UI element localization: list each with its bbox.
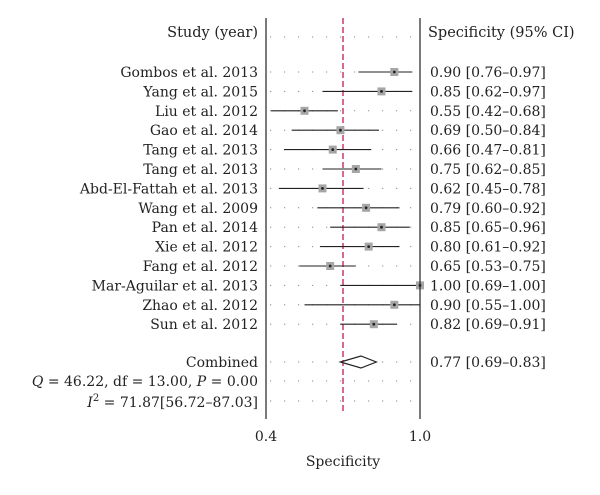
heterogeneity-q: Q = 46.22, df = 13.00, P = 0.00 bbox=[32, 374, 258, 390]
study-row: Fang et al. 2012 0.65 [0.53–0.75] bbox=[143, 259, 546, 275]
combined-estimate: 0.77 [0.69–0.83] bbox=[430, 355, 546, 371]
study-row: Sun et al. 2012 0.82 [0.69–0.91] bbox=[150, 317, 546, 333]
study-row: Gao et al. 2014 0.69 [0.50–0.84] bbox=[150, 123, 546, 139]
study-row: Tang et al. 2013 0.75 [0.62–0.85] bbox=[143, 162, 546, 178]
tick-label: 0.4 bbox=[255, 429, 277, 445]
heterogeneity-i2: I2 = 71.87[56.72–87.03] bbox=[86, 393, 258, 411]
estimate-dot bbox=[321, 187, 324, 190]
study-name: Yang et al. 2015 bbox=[142, 84, 258, 100]
estimate-dot bbox=[392, 70, 396, 74]
study-name: Fang et al. 2012 bbox=[143, 259, 258, 275]
study-estimate: 0.69 [0.50–0.84] bbox=[430, 123, 546, 139]
study-estimate: 0.82 [0.69–0.91] bbox=[430, 317, 546, 333]
tick-label: 1.0 bbox=[409, 429, 431, 445]
estimate-dot bbox=[367, 245, 371, 249]
study-row: Tang et al. 2013 0.66 [0.47–0.81] bbox=[143, 143, 546, 159]
study-name: Tang et al. 2013 bbox=[143, 162, 258, 178]
combined-label: Combined bbox=[186, 355, 258, 371]
study-name: Tang et al. 2013 bbox=[143, 143, 258, 159]
study-estimate: 0.90 [0.76–0.97] bbox=[430, 65, 546, 81]
study-rows: Gombos et al. 2013 0.90 [0.76–0.97] Yang e… bbox=[79, 65, 546, 333]
estimate-dot bbox=[392, 303, 396, 307]
study-estimate: 0.75 [0.62–0.85] bbox=[430, 162, 546, 178]
study-name: Zhao et al. 2012 bbox=[142, 298, 258, 314]
study-name: Gao et al. 2014 bbox=[150, 123, 258, 139]
study-estimate: 0.90 [0.55–1.00] bbox=[430, 298, 546, 314]
study-estimate: 0.55 [0.42–0.68] bbox=[430, 104, 546, 120]
study-row: Xie et al. 2012 0.80 [0.61–0.92] bbox=[155, 240, 546, 256]
study-estimate: 0.65 [0.53–0.75] bbox=[430, 259, 546, 275]
combined-row: Combined 0.77 [0.69–0.83] bbox=[186, 355, 546, 371]
study-name: Sun et al. 2012 bbox=[150, 317, 258, 333]
study-name: Pan et al. 2014 bbox=[152, 220, 258, 236]
study-row: Zhao et al. 2012 0.90 [0.55–1.00] bbox=[142, 298, 546, 314]
study-estimate: 0.80 [0.61–0.92] bbox=[430, 240, 546, 256]
study-estimate: 0.85 [0.62–0.97] bbox=[430, 84, 546, 100]
study-estimate: 1.00 [0.69–1.00] bbox=[430, 278, 546, 294]
estimate-dot bbox=[339, 128, 342, 132]
study-name: Liu et al. 2012 bbox=[155, 104, 258, 120]
study-estimate: 0.62 [0.45–0.78] bbox=[430, 181, 546, 197]
study-row: Mar-Aguilar et al. 2013 1.00 [0.69–1.00] bbox=[92, 278, 546, 294]
study-row: Abd-El-Fattah et al. 2013 0.62 [0.45–0.78… bbox=[79, 181, 546, 197]
study-estimate: 0.85 [0.65–0.96] bbox=[430, 220, 546, 236]
estimate-column-header: Specificity (95% CI) bbox=[428, 25, 575, 41]
study-row: Pan et al. 2014 0.85 [0.65–0.96] bbox=[152, 220, 546, 236]
estimate-dot bbox=[328, 264, 332, 268]
combined-diamond bbox=[338, 355, 379, 369]
study-column-header: Study (year) bbox=[167, 25, 258, 41]
study-name: Gombos et al. 2013 bbox=[120, 65, 258, 81]
study-row: Yang et al. 2015 0.85 [0.62–0.97] bbox=[142, 84, 546, 100]
study-row: Gombos et al. 2013 0.90 [0.76–0.97] bbox=[120, 65, 546, 81]
estimate-dot bbox=[364, 206, 368, 210]
study-name: Xie et al. 2012 bbox=[155, 240, 258, 256]
study-estimate: 0.79 [0.60–0.92] bbox=[430, 201, 546, 217]
study-row: Wang et al. 2009 0.79 [0.60–0.92] bbox=[138, 201, 546, 217]
study-name: Mar-Aguilar et al. 2013 bbox=[92, 278, 258, 294]
x-axis-label: Specificity bbox=[306, 454, 380, 470]
x-axis-ticks: 0.4 1.0 bbox=[255, 413, 431, 445]
estimate-dot bbox=[380, 225, 383, 229]
study-estimate: 0.66 [0.47–0.81] bbox=[430, 143, 546, 159]
estimate-dot bbox=[331, 148, 335, 152]
estimate-dot bbox=[354, 167, 358, 171]
estimate-dot bbox=[303, 109, 306, 113]
study-name: Abd-El-Fattah et al. 2013 bbox=[79, 181, 258, 197]
estimate-dot bbox=[380, 90, 383, 93]
study-name: Wang et al. 2009 bbox=[138, 201, 258, 217]
estimate-dot bbox=[372, 322, 376, 326]
study-row: Liu et al. 2012 0.55 [0.42–0.68] bbox=[155, 104, 546, 120]
